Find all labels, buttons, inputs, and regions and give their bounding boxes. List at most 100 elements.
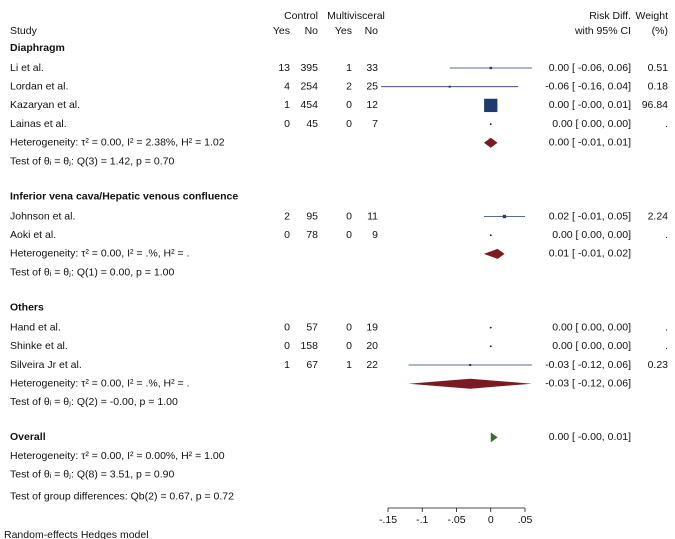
effect-label: 0.00 [ -0.00, 0.01] <box>549 431 631 443</box>
effect-label: 0.01 [ -0.01, 0.02] <box>549 248 631 260</box>
study-name: Aoki et al. <box>10 229 56 241</box>
x-tick-label: -.15 <box>379 514 397 526</box>
cell: 12 <box>366 99 378 111</box>
x-tick-label: .05 <box>518 514 533 526</box>
cell: 57 <box>306 321 318 333</box>
cell: 4 <box>284 80 290 92</box>
study-marker <box>489 234 492 237</box>
x-tick-label: -.1 <box>416 514 428 526</box>
test: Test of θᵢ = θⱼ: Q(3) = 1.42, p = 0.70 <box>10 155 174 167</box>
cell: 2 <box>284 210 290 222</box>
cell: 0 <box>284 229 290 241</box>
diamond <box>483 137 498 148</box>
overall-name: Overall <box>10 431 46 443</box>
study-name: Johnson et al. <box>10 210 75 222</box>
heterogeneity: Heterogeneity: τ² = 0.00, I² = 0.00%, H²… <box>10 450 225 462</box>
effect-label: 0.00 [ 0.00, 0.00] <box>552 229 631 241</box>
header-multi: Multivisceral <box>327 10 385 22</box>
cell: 20 <box>366 340 378 352</box>
weight-label: . <box>665 118 668 130</box>
cell: 395 <box>300 62 318 74</box>
cell: 1 <box>284 359 290 371</box>
heterogeneity: Heterogeneity: τ² = 0.00, I² = 2.38%, H²… <box>10 137 225 149</box>
cell: 0 <box>346 229 352 241</box>
cell: 0 <box>284 118 290 130</box>
header-study: Study <box>10 25 38 37</box>
cell: 0 <box>284 340 290 352</box>
cell: 1 <box>284 99 290 111</box>
cell: 1 <box>346 62 352 74</box>
diamond <box>408 378 532 389</box>
cell: 0 <box>346 99 352 111</box>
effect-label: 0.00 [ 0.00, 0.00] <box>552 340 631 352</box>
weight-label: 0.23 <box>648 359 669 371</box>
weight-label: . <box>665 340 668 352</box>
header-no: No <box>365 25 379 37</box>
study-marker <box>489 326 492 329</box>
header-yes: Yes <box>335 25 352 37</box>
group-test: Test of group differences: Qb(2) = 0.67,… <box>10 491 234 503</box>
header-ci: with 95% CI <box>574 25 631 37</box>
cell: 67 <box>306 359 318 371</box>
study-name: Lainas et al. <box>10 118 67 130</box>
diamond <box>490 432 498 443</box>
study-marker <box>489 345 492 348</box>
header-yes: Yes <box>273 25 290 37</box>
cell: 454 <box>300 99 318 111</box>
x-tick-label: 0 <box>488 514 494 526</box>
study-marker <box>484 98 498 113</box>
study-marker <box>489 66 492 70</box>
cell: 25 <box>366 80 378 92</box>
weight-label: 0.51 <box>648 62 669 74</box>
cell: 254 <box>300 80 318 92</box>
test: Test of θᵢ = θⱼ: Q(1) = 0.00, p = 1.00 <box>10 266 174 278</box>
effect-label: 0.00 [ 0.00, 0.00] <box>552 118 631 130</box>
study-name: Kazaryan et al. <box>10 99 80 111</box>
cell: 7 <box>372 118 378 130</box>
group-name: Others <box>10 301 44 313</box>
study-name: Shinke et al. <box>10 340 68 352</box>
header-weight: Weight <box>636 10 669 22</box>
study-marker <box>469 363 472 367</box>
study-name: Hand et al. <box>10 321 61 333</box>
cell: 22 <box>366 359 378 371</box>
weight-label: 0.18 <box>648 80 669 92</box>
weight-label: . <box>665 229 668 241</box>
effect-label: 0.02 [ -0.01, 0.05] <box>549 210 631 222</box>
cell: 9 <box>372 229 378 241</box>
cell: 0 <box>346 340 352 352</box>
effect-label: 0.00 [ -0.00, 0.01] <box>549 99 631 111</box>
x-tick-label: -.05 <box>447 514 465 526</box>
effect-label: 0.00 [ 0.00, 0.00] <box>552 321 631 333</box>
group-name: Diaphragm <box>10 42 65 54</box>
cell: 13 <box>278 62 290 74</box>
cell: 19 <box>366 321 378 333</box>
group-name: Inferior vena cava/Hepatic venous conflu… <box>10 190 238 202</box>
effect-label: -0.03 [ -0.12, 0.06] <box>545 359 631 371</box>
cell: 0 <box>346 321 352 333</box>
cell: 1 <box>346 359 352 371</box>
study-marker <box>489 123 492 125</box>
header-weight-unit: (%) <box>652 25 668 37</box>
heterogeneity: Heterogeneity: τ² = 0.00, I² = .%, H² = … <box>10 248 190 260</box>
study-name: Silveira Jr et al. <box>10 359 82 371</box>
cell: 45 <box>306 118 318 130</box>
heterogeneity: Heterogeneity: τ² = 0.00, I² = .%, H² = … <box>10 377 190 389</box>
effect-label: 0.00 [ -0.01, 0.01] <box>549 137 631 149</box>
cell: 33 <box>366 62 378 74</box>
header-effect: Risk Diff. <box>589 10 631 22</box>
diamond <box>483 248 505 259</box>
cell: 0 <box>346 118 352 130</box>
header-no: No <box>305 25 319 37</box>
cell: 0 <box>284 321 290 333</box>
header-control: Control <box>284 10 318 22</box>
study-name: Lordan et al. <box>10 80 68 92</box>
cell: 2 <box>346 80 352 92</box>
cell: 11 <box>367 210 378 222</box>
weight-label: 2.24 <box>648 210 669 222</box>
study-marker <box>502 214 507 219</box>
effect-label: -0.03 [ -0.12, 0.06] <box>545 377 631 389</box>
cell: 158 <box>300 340 318 352</box>
cell: 95 <box>306 210 318 222</box>
